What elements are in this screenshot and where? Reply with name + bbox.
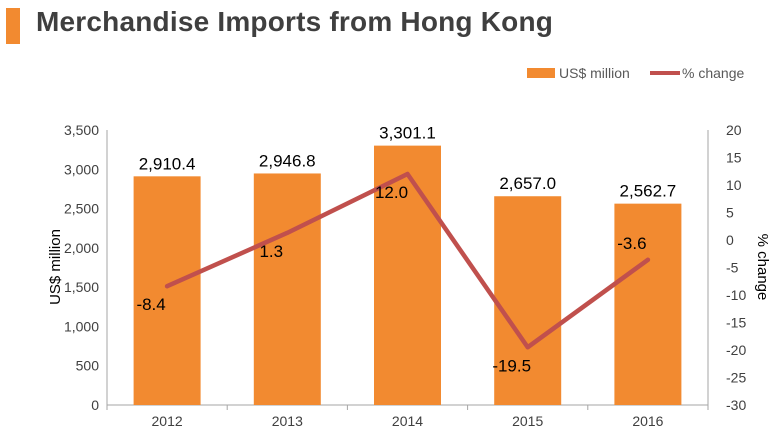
y-left-tick-label: 3,000 — [64, 161, 99, 177]
line-point — [405, 172, 410, 176]
bar-value-label: 2,946.8 — [259, 151, 316, 170]
line-value-label: -19.5 — [492, 356, 531, 375]
line-value-label: -8.4 — [136, 295, 165, 314]
y-left-tick-label: 1,000 — [64, 318, 99, 334]
y-left-tick-label: 2,000 — [64, 240, 99, 256]
x-tick-label: 2015 — [512, 413, 543, 429]
line-value-label: -3.6 — [617, 234, 646, 253]
line-value-label: 12.0 — [375, 183, 408, 202]
line-point — [645, 257, 650, 262]
chart-title: Merchandise Imports from Hong Kong — [36, 6, 554, 37]
y-right-tick-label: 20 — [726, 122, 742, 138]
y-right-tick-label: -25 — [726, 370, 746, 386]
x-tick-label: 2016 — [632, 413, 663, 429]
legend: US$ million % change — [527, 65, 744, 81]
x-tick-label: 2013 — [272, 413, 303, 429]
y-right-tick-label: -20 — [726, 342, 746, 358]
y-left-tick-label: 3,500 — [64, 122, 99, 138]
y-axis-left-title: US$ million — [47, 229, 64, 305]
line-point — [165, 284, 170, 289]
bar — [133, 176, 201, 405]
y-right-tick-label: -10 — [726, 287, 746, 303]
y-right-tick-label: 10 — [726, 177, 742, 193]
legend-label-bar: US$ million — [559, 65, 630, 81]
y-axis-right-title: % change — [754, 234, 770, 301]
y-right-tick-label: 5 — [726, 205, 734, 221]
bar — [614, 203, 682, 405]
line-point — [285, 230, 290, 235]
y-left-tick-label: 500 — [76, 358, 100, 374]
bar-value-label: 2,910.4 — [139, 154, 196, 173]
y-right-tick-label: 15 — [726, 150, 742, 166]
y-left-tick-label: 1,500 — [64, 279, 99, 295]
bar-value-label: 2,562.7 — [620, 182, 677, 201]
bar — [253, 173, 321, 405]
y-right-tick-label: 0 — [726, 232, 734, 248]
bar-value-label: 2,657.0 — [499, 174, 556, 193]
bar — [494, 196, 562, 405]
bar — [374, 145, 441, 405]
legend-swatch-bar — [527, 68, 555, 78]
y-right-tick-label: -15 — [726, 315, 746, 331]
y-right-tick-label: -5 — [726, 260, 739, 276]
legend-label-line: % change — [682, 65, 744, 81]
y-right-tick-label: -30 — [726, 397, 746, 413]
line-point — [525, 345, 530, 350]
line-value-label: 1.3 — [259, 242, 283, 261]
y-left-tick-label: 2,500 — [64, 201, 99, 217]
bar-value-label: 3,301.1 — [379, 124, 436, 143]
x-tick-label: 2014 — [392, 413, 423, 429]
y-left-tick-label: 0 — [91, 397, 99, 413]
x-tick-label: 2012 — [152, 413, 183, 429]
title-accent-bar — [6, 8, 20, 44]
